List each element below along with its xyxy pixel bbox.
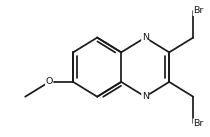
Text: N: N [142,92,149,101]
Text: N: N [142,33,149,42]
Text: O: O [46,77,53,86]
Text: Br: Br [193,6,203,15]
Text: Br: Br [193,119,203,128]
